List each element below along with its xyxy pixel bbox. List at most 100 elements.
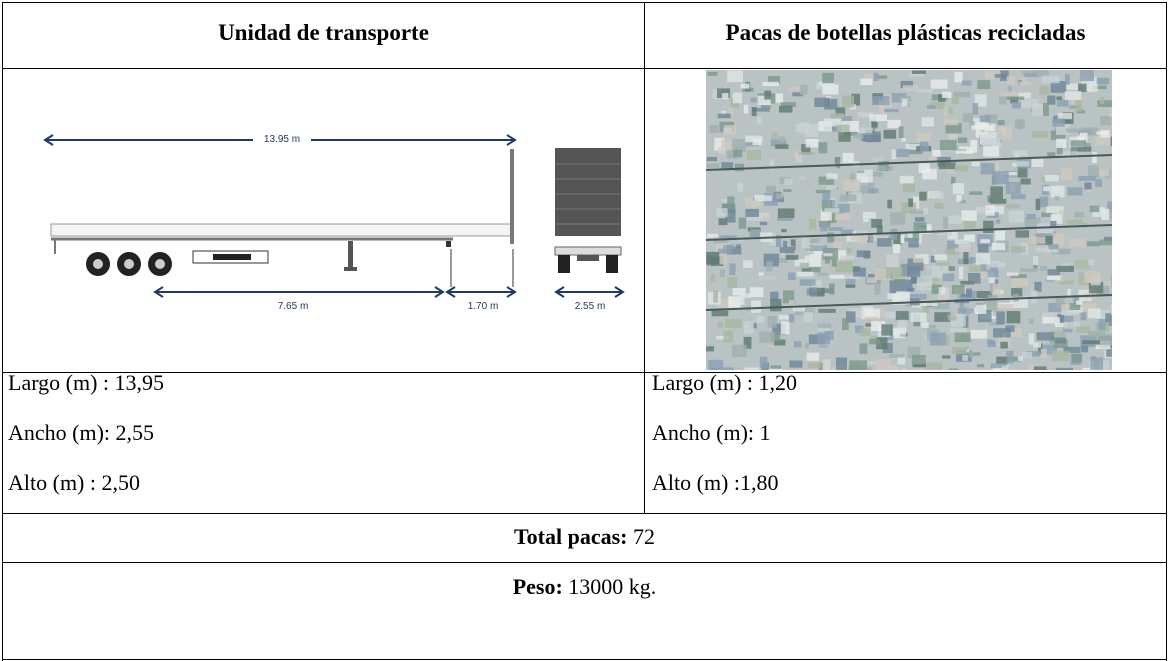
photo-texture (901, 98, 908, 107)
photo-texture (775, 235, 782, 248)
photo-texture (1107, 201, 1112, 214)
dimension-label: 13.95 m (264, 134, 300, 145)
photo-texture (708, 359, 724, 370)
photo-texture (1054, 322, 1068, 327)
photo-texture (1083, 83, 1098, 92)
photo-texture (770, 139, 787, 147)
photo-texture (961, 210, 977, 221)
bales-photo (706, 70, 1112, 370)
photo-texture (721, 162, 734, 171)
photo-texture (767, 76, 781, 84)
photo-texture (745, 140, 759, 147)
photo-texture (1011, 101, 1021, 109)
photo-texture (907, 346, 921, 359)
photo-texture (853, 267, 866, 277)
photo-texture (970, 140, 978, 153)
photo-texture (1040, 266, 1048, 271)
photo-texture (779, 105, 793, 113)
photo-texture (794, 259, 807, 267)
photo-texture (788, 313, 795, 323)
photo-texture (1010, 296, 1029, 309)
photo-texture (711, 256, 724, 266)
photo-texture (954, 164, 969, 172)
photo-texture (1098, 319, 1106, 330)
photo-texture (1084, 182, 1092, 190)
photo-texture (1046, 275, 1061, 281)
photo-texture (1050, 214, 1063, 222)
photo-texture (718, 218, 728, 226)
photo-texture (849, 360, 868, 370)
photo-texture (719, 269, 725, 277)
photo-texture (826, 185, 838, 190)
photo-texture (1080, 312, 1087, 321)
photo-texture (975, 304, 987, 315)
photo-texture (1019, 81, 1032, 85)
photo-texture (1085, 143, 1091, 148)
border (2, 513, 1167, 514)
photo-texture (859, 343, 868, 354)
photo-texture (917, 89, 934, 93)
border (2, 2, 3, 661)
photo-texture (980, 259, 987, 272)
photo-texture (923, 302, 930, 315)
photo-texture (1069, 303, 1081, 310)
photo-texture (897, 319, 908, 331)
photo-texture (1045, 278, 1062, 283)
photo-texture (976, 122, 990, 128)
photo-texture (928, 156, 936, 162)
photo-texture (738, 217, 747, 229)
photo-texture (1021, 77, 1027, 86)
photo-texture (1088, 259, 1095, 266)
photo-texture (785, 255, 799, 260)
photo-texture (1061, 304, 1077, 313)
photo-texture (1054, 195, 1060, 201)
photo-texture (857, 182, 875, 194)
photo-texture (1071, 151, 1079, 160)
photo-texture (977, 364, 985, 368)
photo-texture (1044, 175, 1059, 182)
photo-texture (817, 332, 830, 344)
photo-texture (724, 318, 743, 329)
photo-texture (775, 144, 789, 149)
photo-texture (934, 312, 951, 322)
photo-texture (980, 271, 988, 279)
photo-texture (734, 163, 745, 172)
border (1166, 2, 1167, 661)
photo-texture (749, 230, 760, 237)
photo-texture (777, 217, 793, 221)
photo-texture (939, 293, 947, 304)
photo-texture (960, 288, 972, 298)
photo-texture (921, 302, 938, 307)
photo-texture (901, 202, 917, 214)
photo-texture (898, 126, 904, 139)
photo-texture (980, 239, 990, 244)
photo-texture (1039, 85, 1050, 95)
photo-texture (963, 221, 976, 229)
photo-texture (1068, 238, 1086, 248)
photo-texture (1076, 326, 1091, 333)
photo-texture (805, 343, 810, 349)
photo-texture (770, 291, 779, 300)
photo-texture (883, 129, 897, 139)
photo-texture (1022, 351, 1033, 359)
photo-texture (910, 312, 927, 322)
photo-texture (1099, 96, 1105, 105)
photo-texture (1010, 274, 1027, 280)
photo-texture (954, 332, 971, 343)
photo-texture (987, 340, 996, 348)
photo-texture (842, 152, 854, 163)
photo-texture (752, 108, 770, 112)
photo-texture (1012, 150, 1028, 156)
photo-texture (727, 277, 738, 289)
photo-texture (835, 357, 847, 370)
photo-texture (806, 307, 815, 313)
photo-texture (1025, 351, 1041, 357)
photo-texture (921, 117, 934, 127)
photo-texture (919, 191, 927, 201)
photo-texture (943, 106, 949, 117)
photo-texture (951, 176, 956, 185)
photo-texture (834, 211, 851, 221)
photo-texture (801, 144, 811, 154)
photo-texture (1079, 132, 1088, 142)
photo-texture (1095, 179, 1102, 188)
